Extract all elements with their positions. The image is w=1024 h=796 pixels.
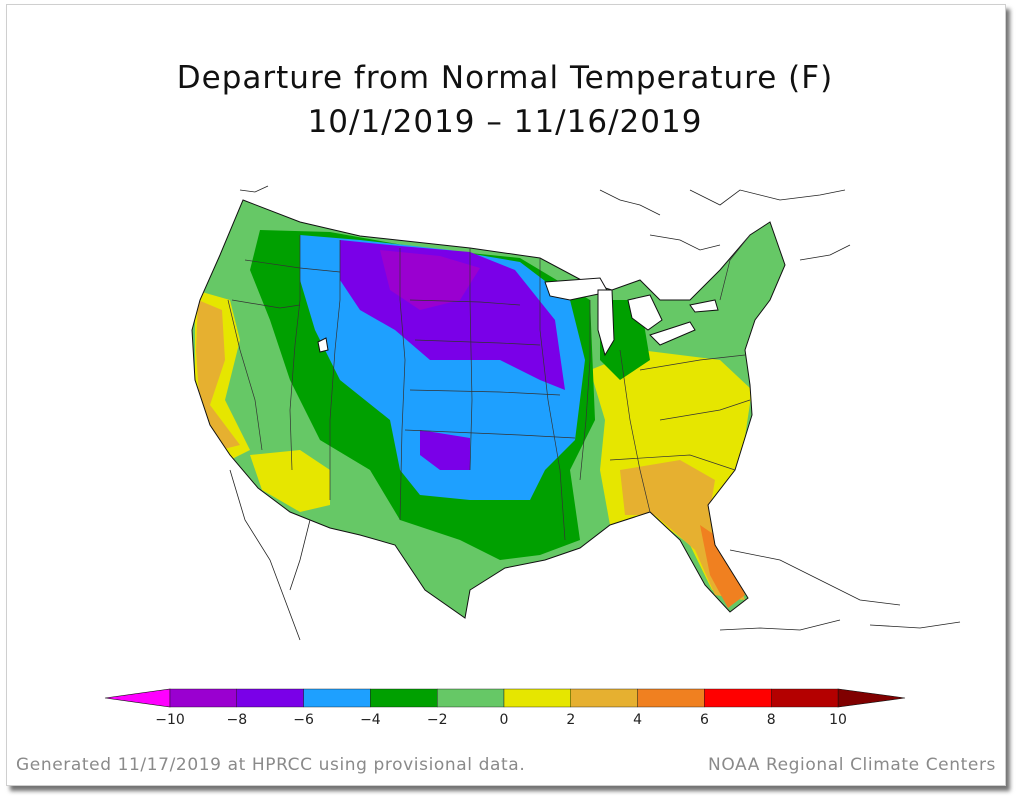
legend-tick-label: −8 xyxy=(226,712,247,728)
legend-tick-label: 8 xyxy=(767,712,776,728)
contour-regions xyxy=(192,200,785,618)
us-outline xyxy=(191,199,786,619)
legend-tick-label: −2 xyxy=(427,712,448,728)
legend-high-arrow xyxy=(837,688,906,708)
legend-low-arrow xyxy=(104,688,171,708)
region-california-warm xyxy=(196,300,240,450)
region-southwest-warm xyxy=(250,450,330,512)
lake-huron xyxy=(627,294,663,331)
legend-tick-label: 10 xyxy=(829,712,847,728)
legend-tick-label: −4 xyxy=(360,712,381,728)
region-minus10-to-minus8 xyxy=(380,250,480,310)
legend-swatch xyxy=(570,688,638,708)
region-florida-warm xyxy=(700,525,745,608)
legend-tick-label: −10 xyxy=(155,712,185,728)
legend-swatch xyxy=(704,688,772,708)
great-lakes xyxy=(317,277,719,357)
region-northeast xyxy=(720,225,785,330)
state-borders xyxy=(227,234,751,541)
footer-generated-note: Generated 11/17/2019 at HPRCC using prov… xyxy=(16,755,526,775)
legend-swatch xyxy=(303,688,371,708)
region-panhandle-cold xyxy=(420,430,470,470)
legend-swatch xyxy=(370,688,438,708)
legend-tick-label: 4 xyxy=(633,712,642,728)
neighbor-coastlines xyxy=(229,185,961,641)
legend-tick-label: −6 xyxy=(293,712,314,728)
lake-ontario xyxy=(689,299,719,313)
footer-source: NOAA Regional Climate Centers xyxy=(708,755,996,775)
legend-swatch xyxy=(236,688,304,708)
legend-tick-label: 6 xyxy=(700,712,709,728)
legend-swatch xyxy=(503,688,572,708)
great-salt-lake xyxy=(317,337,329,353)
legend-tick-label: 0 xyxy=(500,712,509,728)
color-legend: −10 −8 −6 −4 −2 0 2 4 6 8 10 xyxy=(104,688,906,728)
legend-swatch xyxy=(437,688,505,708)
lake-erie xyxy=(649,321,696,346)
lake-superior xyxy=(544,277,609,301)
lake-michigan xyxy=(597,289,615,357)
legend-swatch xyxy=(637,688,705,708)
map-title: Departure from Normal Temperature (F) xyxy=(176,60,834,96)
map-date-range: 10/1/2019 – 11/16/2019 xyxy=(307,104,703,140)
legend-tick-label: 2 xyxy=(566,712,575,728)
legend-swatch xyxy=(169,688,238,708)
legend-swatch xyxy=(771,688,839,708)
